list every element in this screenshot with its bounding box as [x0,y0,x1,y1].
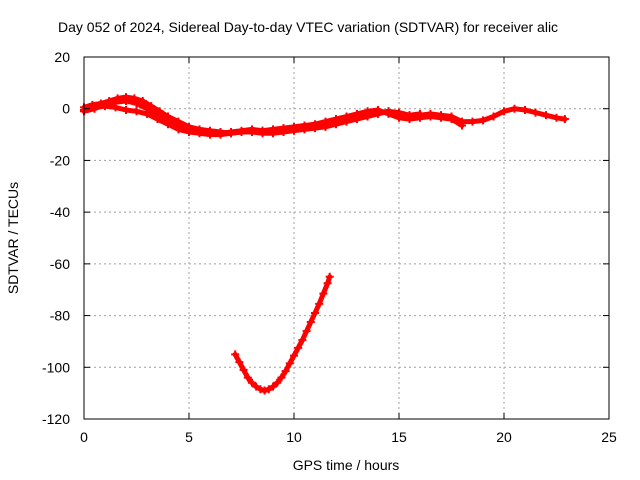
data-point [294,343,303,352]
data-point [256,385,265,394]
data-point [298,336,307,345]
data-point [101,102,109,111]
data-point [302,327,311,336]
plot-frame [83,56,610,420]
data-point [321,122,330,131]
data-point [479,116,487,125]
y-tick-label: -40 [50,204,70,220]
data-point [311,124,319,133]
data-point [277,373,286,382]
data-point [260,386,269,395]
y-tick-label: 20 [54,49,70,65]
x-tick-label: 0 [80,429,88,445]
data-point [143,109,151,118]
data-point [132,99,141,108]
data-point [447,115,456,124]
x-tick-label: 20 [496,429,512,445]
data-point [319,289,328,298]
data-point [206,130,214,139]
data-point [300,125,309,134]
data-point [132,107,141,116]
data-point [252,382,261,391]
data-point [542,111,550,120]
data-point [195,129,204,138]
data-point [111,103,120,112]
data-point [374,109,382,118]
data-point [325,272,334,281]
data-point [164,120,172,129]
data-point [235,358,244,367]
data-point [416,109,424,118]
data-point [227,129,235,138]
data-point [531,108,540,117]
data-point [426,112,435,121]
data-point [273,378,282,387]
x-axis-label: GPS time / hours [293,457,400,473]
data-point [216,130,225,139]
data-point [342,117,351,126]
data-point [510,104,519,113]
data-point [122,96,130,105]
data-point [363,112,372,121]
data-point [521,106,529,115]
data-point [264,385,273,394]
data-point [122,106,130,115]
chart-title: Day 052 of 2024, Sidereal Day-to-day VTE… [58,19,558,35]
data-point [437,113,445,122]
y-tick-label: -80 [50,308,70,324]
y-tick-label: -20 [50,152,70,168]
series-track-4 [231,272,334,395]
data-series [80,93,569,395]
data-point [458,121,466,130]
data-point [395,108,403,117]
data-point [489,112,498,121]
x-tick-label: 25 [601,429,617,445]
data-point [353,115,361,124]
data-point [306,318,315,327]
data-point [332,120,340,129]
data-point [90,103,99,112]
data-point [500,107,508,116]
data-point [290,351,298,360]
data-point [384,107,393,116]
data-point [153,115,162,124]
axis-ticks: 0 5 10 15 20 25 20 0 -20 -40 -60 -80 -100 -120 [42,49,617,445]
data-point [311,308,319,317]
data-point [315,299,324,308]
data-point [279,127,288,136]
data-point [248,127,256,136]
y-axis-label: SDTVAR / TECUs [5,182,21,294]
x-tick-label: 5 [185,429,193,445]
x-tick-label: 15 [391,429,407,445]
data-point [248,378,256,387]
y-tick-label: 0 [62,101,70,117]
data-point [285,359,294,368]
x-tick-label: 10 [286,429,302,445]
data-point [290,126,298,135]
y-tick-label: -60 [50,256,70,272]
y-tick-label: -120 [42,411,70,427]
data-point [269,382,277,391]
series-track-3 [80,102,424,139]
data-point [552,113,561,122]
data-point [258,129,267,138]
data-point [231,350,240,359]
data-point [560,115,569,124]
data-point [243,373,252,382]
data-point [468,117,477,126]
data-point [185,127,193,136]
data-point [405,111,414,120]
data-point [174,125,183,134]
data-point [323,279,332,288]
data-point [239,365,248,374]
y-tick-label: -100 [42,359,70,375]
data-point [237,127,246,136]
data-point [269,129,277,138]
data-point [138,96,147,105]
data-point [281,367,290,376]
